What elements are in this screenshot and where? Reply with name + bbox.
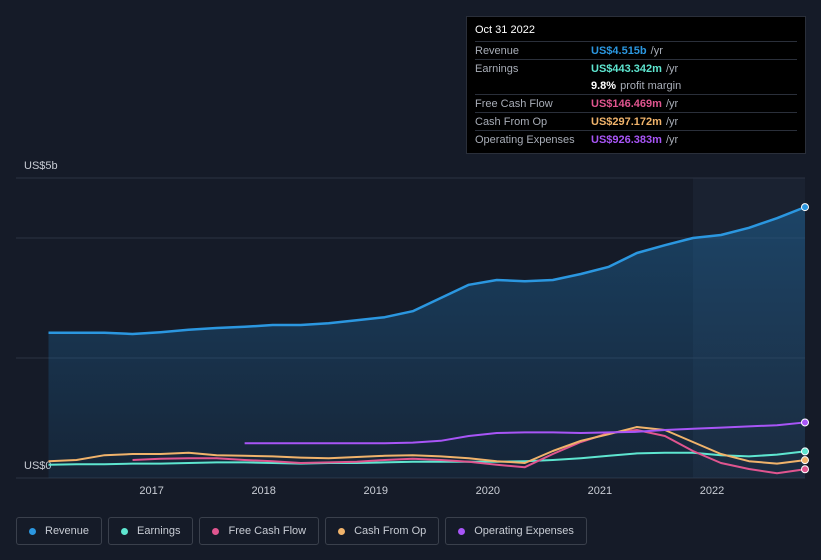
- tooltip-value: 9.8%: [591, 79, 617, 92]
- tooltip-label: Operating Expenses: [475, 133, 575, 146]
- x-tick-label: 2018: [251, 485, 275, 497]
- y-tick-label: US$0: [24, 460, 52, 472]
- end-point: [801, 465, 809, 474]
- x-tick-label: 2022: [700, 485, 724, 497]
- legend-dot: [121, 527, 129, 535]
- legend-label: Revenue: [45, 525, 90, 537]
- series-line: [48, 450, 806, 466]
- legend-item[interactable]: Free Cash Flow: [199, 517, 320, 545]
- legend-dot: [458, 527, 466, 535]
- tooltip-label: Cash From Op: [475, 115, 548, 128]
- y-tick-label: US$5b: [24, 160, 58, 172]
- x-tick-label: 2019: [364, 485, 388, 497]
- tooltip-unit: /yr: [665, 62, 679, 75]
- tooltip-row: 9.8% profit margin: [475, 77, 797, 94]
- tooltip-unit: /yr: [665, 115, 679, 128]
- legend-dot: [338, 527, 346, 535]
- legend-label: Free Cash Flow: [228, 525, 307, 537]
- tooltip-unit: profit margin: [620, 79, 682, 92]
- tooltip-row: Cash From Op US$297.172m/yr: [475, 112, 797, 130]
- series-line: [48, 426, 806, 465]
- tooltip-date: Oct 31 2022: [475, 24, 535, 36]
- tooltip-row: Revenue US$4.515b/yr: [475, 41, 797, 59]
- legend: Revenue Earnings Free Cash Flow Cash From O…: [16, 517, 587, 545]
- series-line: [48, 205, 806, 336]
- end-point: [801, 456, 809, 465]
- legend-item[interactable]: Operating Expenses: [445, 517, 587, 545]
- legend-dot: [212, 527, 220, 535]
- tooltip-value: US$297.172m: [591, 115, 662, 128]
- tooltip-label: Free Cash Flow: [475, 97, 553, 110]
- x-tick-label: 2020: [476, 485, 500, 497]
- tooltip: Oct 31 2022 Revenue US$4.515b/yr Earnings US…: [466, 16, 806, 154]
- series-area: [48, 207, 806, 478]
- end-point: [801, 203, 809, 212]
- series-line: [132, 429, 806, 475]
- tooltip-label: Revenue: [475, 44, 520, 57]
- series-line: [244, 421, 806, 445]
- tooltip-unit: /yr: [650, 44, 663, 57]
- legend-label: Operating Expenses: [474, 525, 574, 537]
- tooltip-unit: /yr: [665, 133, 679, 146]
- end-point: [801, 418, 809, 427]
- tooltip-value: US$146.469m: [591, 97, 662, 110]
- legend-label: Earnings: [137, 525, 181, 537]
- tooltip-unit: /yr: [665, 97, 679, 110]
- chart: US$0 US$5b 2017 2018 2019 2020 2021 2022: [16, 160, 809, 497]
- legend-item[interactable]: Revenue: [16, 517, 103, 545]
- legend-dot: [29, 527, 36, 535]
- x-tick-label: 2017: [139, 485, 163, 497]
- tooltip-label: Earnings: [475, 62, 519, 75]
- legend-item[interactable]: Earnings: [108, 517, 194, 545]
- legend-item[interactable]: Cash From Op: [325, 517, 440, 545]
- legend-label: Cash From Op: [354, 525, 427, 537]
- tooltip-row: Earnings US$443.342m/yr: [475, 59, 797, 77]
- x-tick-label: 2021: [588, 485, 612, 497]
- tooltip-value: US$443.342m: [591, 62, 662, 75]
- tooltip-value: US$4.515b: [591, 44, 647, 57]
- end-point: [801, 447, 809, 456]
- tooltip-row: Operating Expenses US$926.383m/yr: [475, 130, 797, 148]
- tooltip-value: US$926.383m: [591, 133, 662, 146]
- tooltip-row: Free Cash Flow US$146.469m/yr: [475, 94, 797, 112]
